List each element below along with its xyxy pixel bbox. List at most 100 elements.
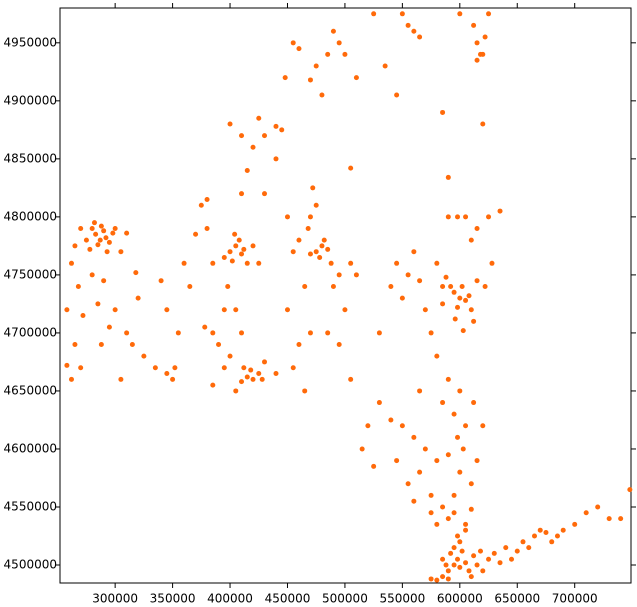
point [353,75,359,81]
point [95,242,101,248]
point [225,284,231,290]
point [448,284,454,290]
point [152,365,158,371]
point [330,28,336,34]
x-tick-label: 600000 [437,592,483,606]
point [440,400,446,406]
point [434,353,440,359]
point [204,225,210,231]
point [554,533,560,539]
point [221,365,227,371]
point [68,376,74,382]
point [411,28,417,34]
point [440,504,446,510]
point [371,463,377,469]
point [83,237,89,243]
point [75,284,81,290]
point [451,411,457,417]
point [262,359,268,365]
point [325,246,331,252]
point [87,246,93,252]
y-tick-label: 4950000 [4,35,57,49]
point [474,57,480,63]
point [95,301,101,307]
point [221,254,227,260]
point [468,481,474,487]
point [451,545,457,551]
point [455,214,461,220]
point [411,434,417,440]
point [250,376,256,382]
point [250,144,256,150]
point [445,376,451,382]
point [455,533,461,539]
point [583,510,589,516]
point [417,388,423,394]
point [241,246,247,252]
point [302,284,308,290]
point [451,510,457,516]
point [244,260,250,266]
point [313,63,319,69]
point [262,133,268,139]
x-tick-label: 400000 [207,592,253,606]
point [466,568,472,574]
point [463,527,469,533]
point [112,307,118,313]
point [482,34,488,40]
point [302,388,308,394]
point [89,272,95,278]
point [319,243,325,249]
point [399,295,405,301]
point [101,228,107,234]
point [353,272,359,278]
point [296,342,302,348]
point [376,400,382,406]
point [106,324,112,330]
point [279,127,285,133]
point [440,301,446,307]
point [459,548,465,554]
point [482,284,488,290]
point [284,214,290,220]
point [328,260,334,266]
point [405,272,411,278]
point [417,469,423,475]
plot-frame [59,7,632,584]
point [428,492,434,498]
point [97,237,103,243]
point [440,109,446,115]
point [239,191,245,197]
point [112,225,118,231]
point [232,231,238,237]
point [307,330,313,336]
point [417,278,423,284]
point [330,284,336,290]
point [434,577,440,583]
point [405,22,411,28]
point [457,295,463,301]
point [359,446,365,452]
point [388,417,394,423]
y-tick-label: 4750000 [4,267,57,281]
point [394,260,400,266]
point [348,376,354,382]
point [520,539,526,545]
point [239,133,245,139]
point [118,249,124,255]
point [474,225,480,231]
point [210,330,216,336]
point [256,371,262,377]
point [78,365,84,371]
point [480,423,486,429]
point [572,521,578,527]
point [417,34,423,40]
point [93,231,99,237]
point [480,121,486,127]
point [537,527,543,533]
point [336,272,342,278]
point [310,185,316,191]
point [106,239,112,245]
point [193,231,199,237]
point [463,214,469,220]
